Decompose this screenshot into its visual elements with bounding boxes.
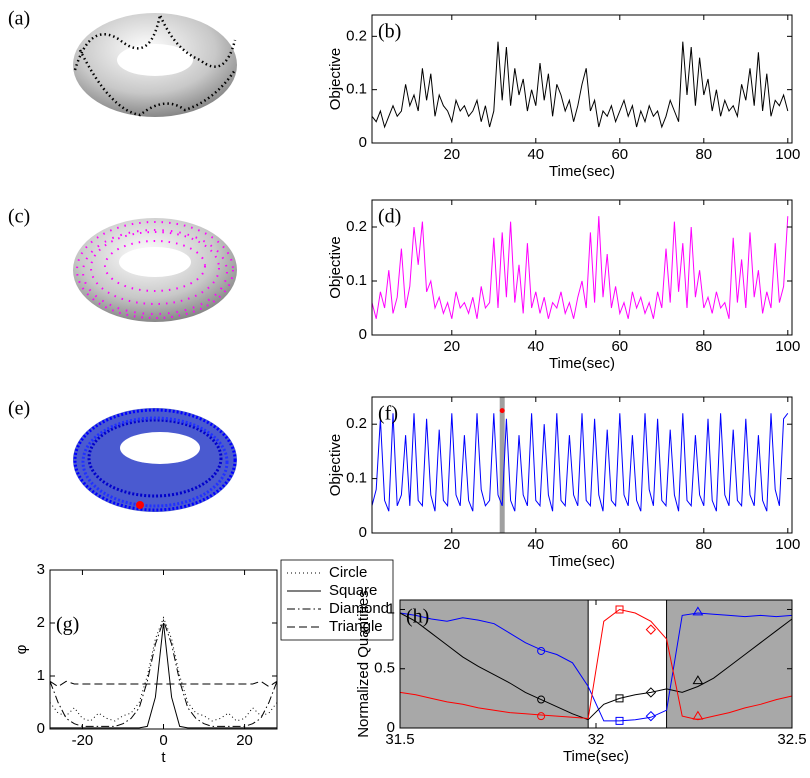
series-line [49,680,278,688]
y-tick-label: 0.2 [346,218,367,235]
y-tick-label: 0 [359,326,367,343]
x-tick-label: 31.5 [385,731,414,748]
y-tick-label: 0.1 [346,81,367,98]
torus-e [73,408,237,512]
x-axis-label: Time(sec) [563,748,629,765]
panel-label: (b) [378,21,401,43]
y-tick-label: 0.5 [374,660,395,677]
legend-label: Triangle [329,618,383,635]
x-tick-label: 40 [527,338,544,355]
x-tick-label: 80 [695,146,712,163]
x-axis-label: t [161,749,166,766]
panel-label: (c) [8,206,30,228]
series-line [50,622,277,729]
x-tick-label: -20 [72,732,94,749]
chart: -20 0 20 0 1 2 3 t φ (g) CircleSquareDiamondTriang… [13,559,394,766]
axes-box [49,569,278,730]
x-tick-label: 0 [159,732,167,749]
y-axis-label: Objective [327,434,344,497]
axes-box [371,396,793,534]
marker [615,605,624,614]
series-line [49,618,278,727]
marker [692,606,704,616]
highlight-band [499,397,505,533]
legend-label: Square [329,582,377,599]
panel-label: (e) [8,398,30,420]
panel-label: (h) [406,606,429,628]
y-axis-label: Objective [327,48,344,111]
x-tick-label: 32.5 [777,731,806,748]
marker [537,695,546,704]
x-tick-label: 20 [443,338,460,355]
axes-box [371,199,793,336]
x-tick-label: 40 [527,146,544,163]
marker [692,710,704,720]
x-axis-label: Time(sec) [549,553,615,570]
x-tick-label: 80 [695,536,712,553]
series-line [49,616,278,722]
marker [692,675,704,685]
x-tick-label: 100 [775,536,800,553]
y-tick-label: 0 [387,719,395,736]
legend-label: Circle [329,564,367,581]
x-tick-label: 100 [775,146,800,163]
marker [615,716,624,725]
series-line [399,608,793,721]
series-line [371,41,789,129]
y-tick-label: 0 [359,524,367,541]
chart: 20 40 60 80 100 0 0.1 0.2 Time(sec) Objective (d) [327,199,800,372]
y-tick-label: 3 [37,561,45,578]
torus-a [73,10,237,117]
y-tick-label: 2 [37,614,45,631]
y-axis-label: Objective [327,236,344,299]
x-tick-label: 60 [611,536,628,553]
y-tick-label: 0.2 [346,27,367,44]
x-axis-label: Time(sec) [549,355,615,372]
axes-box [371,14,793,144]
series-line [371,216,789,319]
y-tick-label: 1 [37,667,45,684]
x-tick-label: 80 [695,338,712,355]
x-tick-label: 60 [611,338,628,355]
series-line [399,612,793,721]
marker [645,624,657,635]
chart: 20 40 60 80 100 0 0.1 0.2 Time(sec) Objective (b) [327,14,800,180]
x-tick-label: 20 [443,146,460,163]
x-tick-label: 20 [236,732,253,749]
shaded-region [666,600,792,728]
highlight-point [499,408,505,414]
series-line [371,412,789,512]
marker [645,687,657,698]
x-tick-label: 20 [443,536,460,553]
marker [537,712,546,721]
marker [615,694,624,703]
series-line [399,612,793,722]
y-tick-label: 1 [387,600,395,617]
y-axis-label: φ [13,644,30,654]
panel-label: (d) [378,206,401,228]
panel-label: (g) [56,614,79,636]
marker [537,646,546,655]
legend-label: Diamond [329,600,389,617]
x-axis-label: Time(sec) [549,163,615,180]
y-tick-label: 0 [359,134,367,151]
y-tick-label: 0 [37,720,45,737]
x-tick-label: 40 [527,536,544,553]
y-tick-label: 0.1 [346,470,367,487]
chart: 31.5 32 32.5 0 0.5 1 Time(sec) Normalized Quant… [355,590,807,765]
y-tick-label: 0.1 [346,272,367,289]
panel-label: (a) [8,8,30,30]
marker [645,710,657,722]
y-tick-label: 0.2 [346,415,367,432]
panel-label: (f) [378,403,398,425]
x-tick-label: 32 [588,731,605,748]
chart: 20 40 60 80 100 0 0.1 0.2 Time(sec) Objective (f) [327,396,800,570]
torus-c [73,218,237,322]
x-tick-label: 60 [611,146,628,163]
x-tick-label: 100 [775,338,800,355]
y-axis-label: Normalized Quantities [355,590,372,738]
